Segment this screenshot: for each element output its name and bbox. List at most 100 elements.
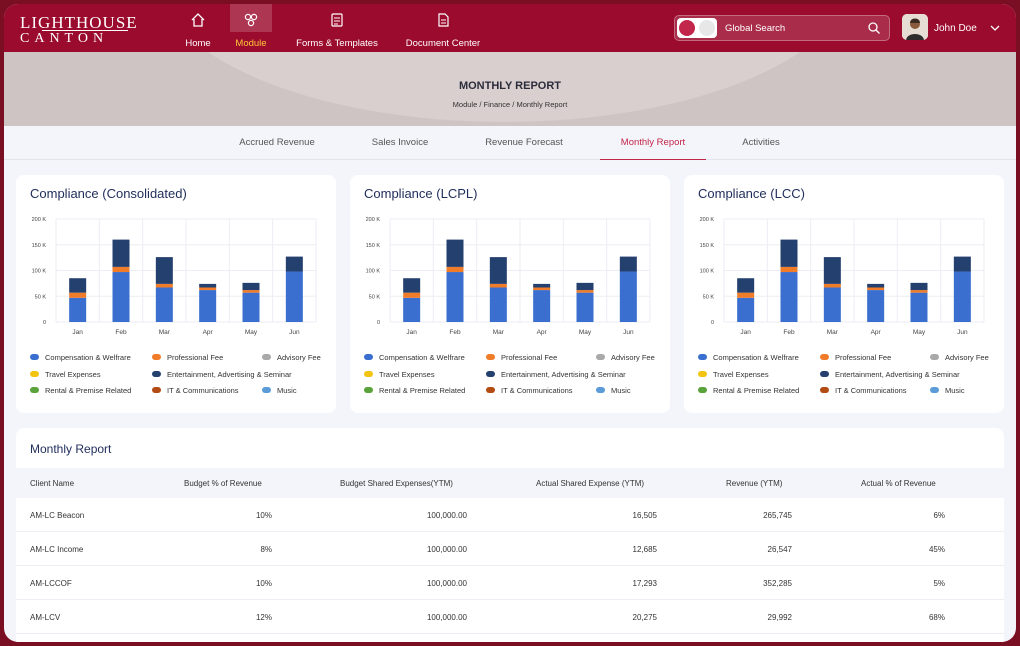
x-tick-label: Jan: [406, 329, 417, 336]
tab-activities[interactable]: Activities: [742, 137, 780, 148]
legend-swatch: [486, 387, 495, 393]
chart-card-consolidated: Compliance (Consolidated) 0 50 K 100 K 150 …: [16, 175, 336, 413]
legend-label: Entertainment, Advertising & Seminar: [167, 370, 292, 379]
tab-monthly-report[interactable]: Monthly Report: [600, 126, 706, 160]
table-row[interactable]: AM-LC Income 8% 100,000.00 12,685 26,547 45%: [16, 532, 1004, 566]
column-header[interactable]: Actual % of Revenue: [861, 479, 936, 488]
bar-segment: [489, 287, 507, 322]
legend-swatch: [152, 387, 161, 393]
bar-segment: [823, 287, 841, 322]
user-name[interactable]: John Doe: [934, 23, 977, 34]
table-row[interactable]: AM-LC Beacon 10% 100,000.00 16,505 265,745 6%: [16, 498, 1004, 532]
legend-swatch: [596, 387, 605, 393]
table-cell: 16,505: [632, 511, 657, 520]
x-tick-label: May: [579, 329, 592, 336]
y-tick-label: 0: [43, 320, 46, 326]
table-cell: AM-LCCOF: [30, 579, 72, 588]
legend-swatch: [930, 387, 939, 393]
bar-segment: [737, 278, 755, 293]
legend-label: Rental & Premise Related: [45, 386, 132, 395]
y-tick-label: 100 K: [700, 269, 715, 275]
bar-segment: [155, 283, 173, 288]
bar-segment: [69, 292, 87, 298]
chevron-down-icon[interactable]: [990, 24, 1000, 32]
bar-segment: [533, 290, 551, 322]
y-tick-label: 150 K: [32, 243, 47, 249]
legend-swatch: [486, 371, 495, 377]
bar-segment: [867, 287, 885, 291]
bar-segment: [69, 278, 87, 293]
bar-segment: [242, 282, 260, 291]
nav-forms-label: Forms & Templates: [296, 38, 378, 49]
bar-segment: [953, 271, 971, 322]
page-header-banner: MONTHLY REPORT Module / Finance / Monthl…: [4, 52, 1016, 126]
y-tick-label: 150 K: [700, 243, 715, 249]
column-header[interactable]: Client Name: [30, 479, 75, 488]
chart-legend: Compensation & Welfrare Professional Fee A…: [364, 353, 664, 413]
global-search[interactable]: Global Search: [674, 15, 890, 41]
nav-document-label: Document Center: [405, 38, 481, 49]
nav-document-center[interactable]: Document Center: [400, 4, 486, 52]
table-row[interactable]: AM-LCV 12% 100,000.00 20,275 29,992 68%: [16, 600, 1004, 634]
bar-segment: [823, 257, 841, 284]
chart-card-lcpl: Compliance (LCPL) 0 50 K 100 K 150 K 200 K Ja…: [350, 175, 670, 413]
legend-swatch: [152, 354, 161, 360]
column-header[interactable]: Revenue (YTM): [726, 479, 783, 488]
y-tick-label: 200 K: [700, 217, 715, 223]
bar-segment: [867, 283, 885, 288]
bar-segment: [112, 266, 130, 273]
bar-segment: [285, 256, 303, 272]
legend-label: Advisory Fee: [611, 353, 655, 362]
bar-segment: [780, 272, 798, 322]
y-tick-label: 150 K: [366, 243, 381, 249]
x-tick-label: Mar: [159, 329, 171, 336]
avatar[interactable]: [902, 14, 928, 40]
legend-swatch: [820, 387, 829, 393]
legend-label: Travel Expenses: [45, 370, 101, 379]
legend-label: Rental & Premise Related: [379, 386, 466, 395]
bar-segment: [403, 297, 421, 322]
legend-label: Travel Expenses: [379, 370, 435, 379]
bar-segment: [155, 287, 173, 322]
bar-segment: [823, 283, 841, 288]
bar-segment: [780, 239, 798, 267]
y-tick-label: 0: [377, 320, 380, 326]
nav-module[interactable]: Module: [230, 4, 272, 52]
table-cell: 12%: [255, 613, 272, 622]
chart-title: Compliance (LCPL): [364, 186, 478, 201]
tab-revenue-forecast[interactable]: Revenue Forecast: [485, 137, 563, 148]
bar-segment: [737, 292, 755, 298]
x-tick-label: Feb: [449, 329, 461, 336]
table-row[interactable]: AM-LCCOF 10% 100,000.00 17,293 352,285 5%: [16, 566, 1004, 600]
stacked-bar-chart: 0 50 K 100 K 150 K 200 K Jan Feb Mar Apr May Jun: [366, 217, 651, 336]
legend-label: IT & Communications: [167, 386, 239, 395]
bar-segment: [953, 256, 971, 272]
brand-line-2: CANTON: [20, 31, 109, 46]
bar-segment: [780, 266, 798, 273]
legend-swatch: [698, 387, 707, 393]
search-icon[interactable]: [867, 21, 881, 35]
tab-sales-invoice[interactable]: Sales Invoice: [371, 137, 429, 148]
column-header[interactable]: Budget % of Revenue: [184, 479, 262, 488]
bar-segment: [910, 290, 928, 293]
local-scope-icon: [699, 20, 715, 36]
home-icon: [191, 13, 205, 27]
legend-swatch: [930, 354, 939, 360]
bar-segment: [403, 278, 421, 293]
x-tick-label: Jan: [740, 329, 751, 336]
column-header[interactable]: Budget Shared Expenses(YTM): [340, 479, 453, 488]
bar-segment: [446, 266, 464, 273]
nav-home[interactable]: Home: [174, 4, 222, 52]
table-cell: 68%: [928, 613, 945, 622]
legend-label: IT & Communications: [501, 386, 573, 395]
search-input[interactable]: Global Search: [725, 23, 786, 34]
tab-accrued-revenue[interactable]: Accrued Revenue: [239, 137, 315, 148]
brand-logo[interactable]: LIGHTHOUSE CANTON: [18, 10, 137, 48]
nav-forms-templates[interactable]: Forms & Templates: [294, 4, 380, 52]
column-header[interactable]: Actual Shared Expense (YTM): [536, 479, 645, 488]
search-scope-toggle[interactable]: [677, 18, 717, 38]
table-cell: 29,992: [767, 613, 792, 622]
x-tick-label: Apr: [203, 329, 214, 336]
bar-segment: [285, 271, 303, 322]
bar-segment: [155, 257, 173, 284]
